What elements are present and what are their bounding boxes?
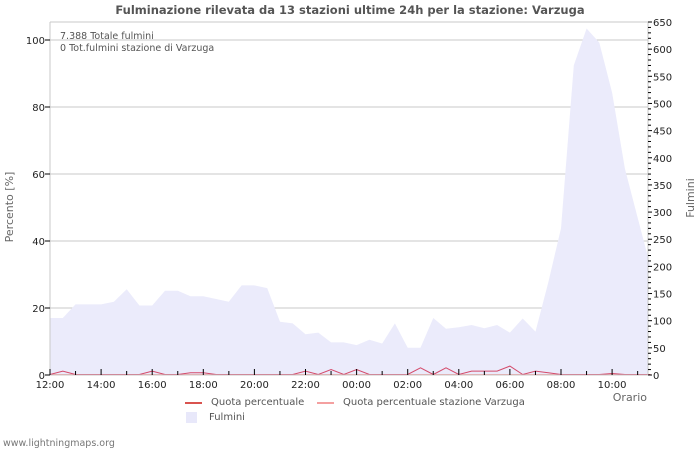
- x-tick-label: 00:00: [342, 380, 371, 391]
- x-tick-label: 16:00: [138, 380, 167, 391]
- legend-label-quota: Quota percentuale: [211, 397, 305, 408]
- x-axis-label: Orario: [613, 391, 648, 404]
- right-tick-label: 600: [653, 45, 672, 56]
- total-strikes-text: 7.388 Totale fulmini: [60, 31, 154, 42]
- x-axis: 12:00 14:00 16:00 18:00 20:00 22:00 00:00 02:00…: [36, 369, 639, 391]
- left-tick-label: 40: [32, 237, 45, 248]
- footer-link[interactable]: www.lightningmaps.org: [3, 438, 115, 449]
- left-tick-label: 60: [32, 170, 45, 181]
- legend-item-quota-station: Quota percentuale stazione Varzuga: [317, 397, 525, 408]
- right-tick-label: 100: [653, 317, 672, 328]
- x-tick-label: 06:00: [495, 380, 524, 391]
- x-tick-label: 10:00: [598, 380, 627, 391]
- x-tick-label: 04:00: [444, 380, 473, 391]
- fulmini-area: [50, 28, 651, 375]
- legend-swatch-quota: [185, 401, 202, 404]
- right-tick-label: 0: [653, 371, 659, 382]
- left-tick-label: 80: [32, 103, 45, 114]
- right-tick-label: 50: [653, 344, 666, 355]
- right-axis: 0 50 100 150 200 250 300 350 400 450 500 550 600 650: [648, 18, 672, 382]
- right-tick-label: 550: [653, 72, 672, 83]
- chart-title: Fulminazione rilevata da 13 stazioni ult…: [115, 3, 585, 17]
- percent-line: [49, 365, 651, 376]
- right-tick-label: 250: [653, 235, 672, 246]
- x-tick-label: 18:00: [189, 380, 218, 391]
- x-tick-label: 02:00: [393, 380, 422, 391]
- left-tick-label: 20: [32, 304, 45, 315]
- legend-label-fulmini: Fulmini: [209, 412, 245, 423]
- right-tick-label: 150: [653, 290, 672, 301]
- plot-frame: [49, 21, 649, 376]
- left-axis: 0 20 40 60 80 100: [26, 36, 50, 382]
- right-tick-label: 300: [653, 208, 672, 219]
- x-tick-label: 14:00: [87, 380, 116, 391]
- right-tick-label: 350: [653, 181, 672, 192]
- legend-label-quota-station: Quota percentuale stazione Varzuga: [343, 397, 525, 408]
- legend-item-quota: Quota percentuale: [185, 397, 304, 408]
- x-tick-label: 08:00: [547, 380, 576, 391]
- right-tick-label: 500: [653, 99, 672, 110]
- left-tick-label: 0: [39, 371, 45, 382]
- station-strikes-text: 0 Tot.fulmini stazione di Varzuga: [60, 43, 215, 54]
- x-tick-label: 12:00: [36, 380, 65, 391]
- legend-swatch-fulmini: [186, 412, 197, 423]
- right-tick-label: 650: [653, 18, 672, 29]
- right-tick-label: 400: [653, 154, 672, 165]
- left-axis-label: Percento [%]: [3, 172, 16, 243]
- right-tick-label: 200: [653, 262, 672, 273]
- legend-swatch-quota-station: [317, 401, 334, 404]
- legend-item-fulmini: Fulmini: [183, 412, 245, 423]
- right-axis-label: Fulmini: [684, 178, 697, 218]
- right-tick-label: 450: [653, 127, 672, 138]
- left-tick-label: 100: [26, 36, 45, 47]
- x-tick-label: 22:00: [291, 380, 320, 391]
- x-tick-label: 20:00: [240, 380, 269, 391]
